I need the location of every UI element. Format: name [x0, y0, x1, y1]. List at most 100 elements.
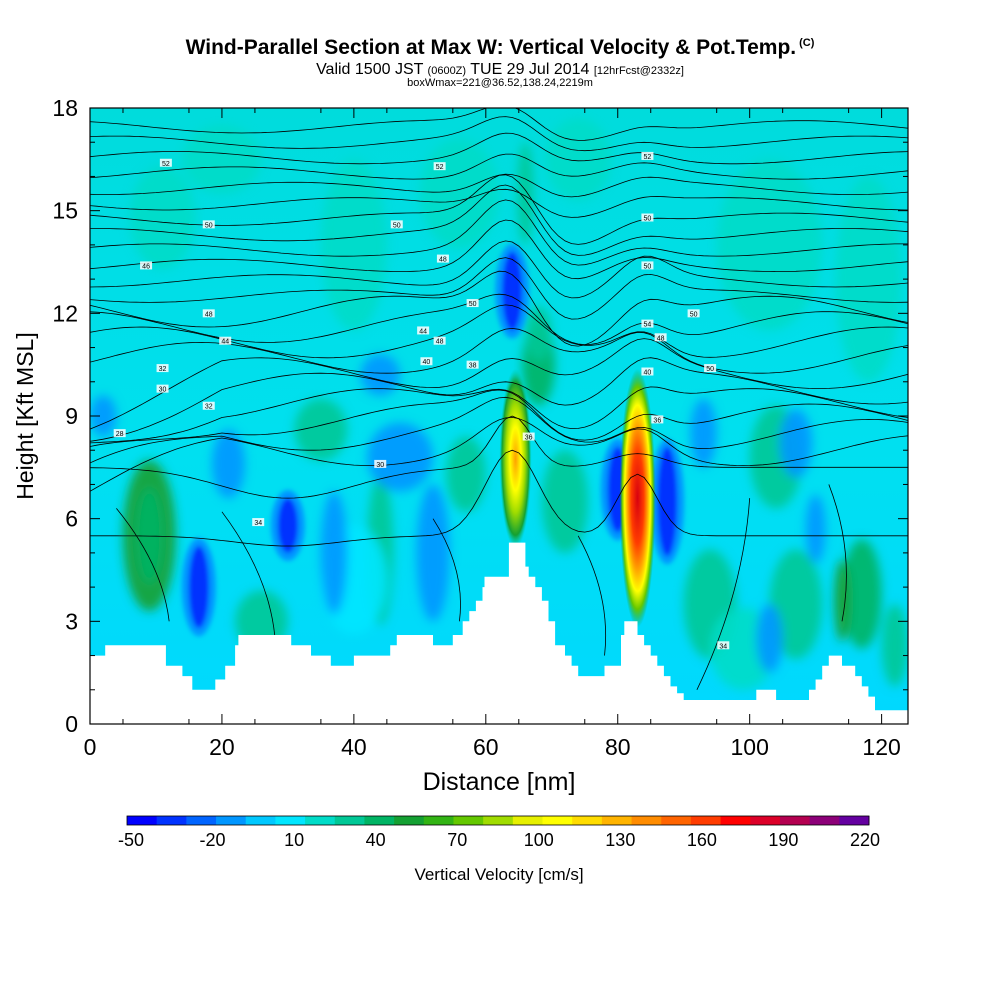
contour-label-bg: [466, 360, 479, 369]
colorbar-frame: [126, 815, 870, 826]
theta-contour: [90, 338, 908, 430]
downdraft-cores: [181, 243, 685, 637]
contour-label-bg: [374, 459, 387, 468]
field-blob: [769, 549, 823, 659]
valid-zulu: (0600Z): [427, 65, 467, 77]
colorbar: -50 -20 10 40 70 100 130 160 190 220: [118, 815, 880, 850]
field-blob: [881, 604, 908, 687]
contour-label-bg: [219, 336, 232, 345]
colorbar-tick-label: 70: [447, 830, 467, 850]
valid-prefix: Valid 1500 JST: [316, 61, 424, 78]
theta-contour: [696, 498, 751, 690]
y-tick-label: 3: [65, 608, 78, 634]
field-blob: [690, 398, 717, 468]
colorbar-swatch: [779, 816, 811, 825]
terrain-mask: [90, 542, 908, 724]
contour-label: 32: [205, 404, 213, 411]
contour-label: 50: [644, 216, 652, 223]
colorbar-swatch: [661, 816, 692, 825]
field-blob: [779, 409, 813, 478]
contour-label-bg: [641, 151, 654, 160]
contour-label: 50: [706, 366, 714, 373]
field-blob: [182, 125, 262, 194]
theta-contour: [90, 240, 908, 299]
theta-contour: [90, 199, 908, 266]
contour-label: 50: [393, 222, 401, 229]
colorbar-label: Vertical Velocity [cm/s]: [414, 865, 583, 884]
contour-label-bg: [156, 364, 169, 373]
theta-contour: [90, 184, 908, 256]
colorbar-tick-label: 220: [850, 830, 880, 850]
theta-contour: [577, 535, 607, 656]
x-tick-label: 100: [730, 734, 768, 760]
y-tick-label: 0: [65, 711, 78, 737]
updraft-core: [499, 368, 532, 549]
theta-contour: [90, 188, 908, 218]
box-wmax-info: boxWmax=221@36.52,138.24,2219m: [407, 77, 593, 89]
contour-label-bg: [159, 158, 172, 167]
theta-contour: [90, 153, 908, 180]
theta-contour: [90, 357, 908, 442]
copyright-mark: (C): [799, 37, 815, 49]
contour-label: 50: [644, 263, 652, 270]
contour-label-bg: [433, 162, 446, 171]
colorbar-swatch: [809, 816, 840, 825]
theta-contour: [432, 518, 461, 622]
contour-label-bg: [140, 261, 153, 270]
colorbar-tick-label: 190: [768, 830, 798, 850]
field-blob: [716, 159, 823, 331]
contour-label-bg: [156, 384, 169, 393]
colorbar-tick-label: 100: [524, 830, 554, 850]
contour-label-bg: [687, 309, 700, 318]
colorbar-swatch: [364, 816, 395, 825]
potential-temperature-contours: 28 30 32 32 44 48 46 50 52 30 34 40 44 48 38 50 48 50 52 36…: [90, 108, 908, 690]
field-blob: [545, 118, 612, 201]
updraft-cores: [499, 368, 656, 628]
contour-label-bg: [436, 254, 449, 263]
theta-contour: [221, 511, 276, 636]
contour-label: 34: [719, 643, 727, 650]
colorbar-swatch: [423, 816, 454, 825]
colorbar-swatch: [275, 816, 306, 825]
colorbar-swatch: [186, 816, 217, 825]
downdraft-core-inner: [502, 251, 523, 331]
x-axis-label: Distance [nm]: [423, 768, 576, 796]
colorbar-swatch: [334, 816, 365, 825]
contour-label-bg: [433, 336, 446, 345]
contour-label: 30: [376, 462, 384, 469]
field-blob: [756, 604, 783, 673]
contour-label-bg: [522, 432, 535, 441]
field-blob: [541, 450, 589, 553]
colorbar-swatch: [631, 816, 662, 825]
contour-label-bg: [704, 364, 717, 373]
contour-label: 44: [419, 328, 427, 335]
contour-label-bg: [654, 333, 667, 342]
x-tick-label: 120: [862, 734, 900, 760]
colorbar-swatch: [453, 816, 484, 825]
theta-contour: [90, 416, 908, 492]
contour-label-bg: [202, 401, 215, 410]
field-blob: [416, 484, 450, 622]
contour-label-bg: [651, 415, 664, 424]
contour-label: 40: [644, 370, 652, 377]
y-tick-label: 9: [65, 403, 78, 429]
contour-label: 48: [205, 311, 213, 318]
x-tick-label: 40: [341, 734, 367, 760]
contour-label-bg: [466, 299, 479, 308]
x-tick-label: 80: [605, 734, 631, 760]
theta-contour: [90, 386, 908, 444]
theta-contour: [90, 173, 908, 198]
contour-label-bg: [202, 309, 215, 318]
y-tick-label: 6: [65, 506, 78, 532]
contour-label: 54: [644, 322, 652, 329]
y-tick-label: 18: [52, 95, 78, 121]
contour-label-bg: [641, 261, 654, 270]
field-blob: [367, 422, 434, 492]
contour-label-bg: [202, 220, 215, 229]
field-blob: [212, 429, 246, 499]
theta-contour: [828, 484, 847, 622]
colorbar-swatch: [512, 816, 544, 825]
contour-label: 48: [657, 335, 665, 342]
